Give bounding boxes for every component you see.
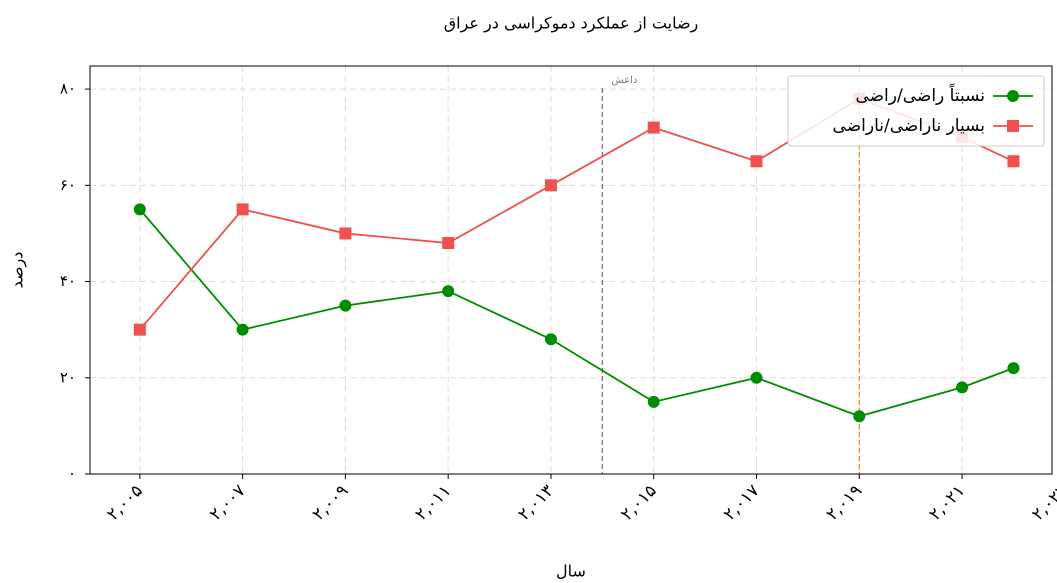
marker (647, 395, 660, 408)
marker (1007, 155, 1020, 168)
y-axis-label: درصد (8, 252, 28, 289)
marker (339, 227, 352, 240)
marker (339, 299, 352, 312)
y-tick-label: ۴۰ (60, 272, 76, 290)
y-tick-label: ۰ (68, 465, 76, 483)
legend-marker (1007, 90, 1019, 102)
marker (750, 371, 763, 384)
marker (133, 203, 146, 216)
y-tick-label: ۶۰ (60, 176, 76, 194)
marker (647, 121, 660, 134)
y-tick-label: ۸۰ (60, 80, 76, 98)
marker (1007, 362, 1020, 375)
marker (133, 323, 146, 336)
series-line (139, 208, 1014, 418)
x-tick-label: ۲,۰۲۳ (1028, 481, 1057, 525)
marker (236, 203, 249, 216)
reference-label: داعش (611, 75, 637, 86)
x-tick-label: ۲,۰۰۹ (309, 481, 353, 525)
marker (853, 410, 866, 423)
plot-frame (89, 65, 1053, 475)
chart-title: رضایت از عملکرد دموکراسی در عراق (444, 14, 699, 34)
x-tick-label: ۲,۰۱۹ (823, 481, 867, 525)
legend-label: نسبتاً راضی/راضی (855, 82, 985, 106)
y-tick-label: ۲۰ (60, 368, 76, 386)
marker (442, 237, 455, 250)
x-tick-label: ۲,۰۱۷ (720, 481, 764, 525)
legend-label: بسیار ناراضی/ناراضی (833, 116, 985, 136)
marker (750, 155, 763, 168)
marker (956, 381, 969, 394)
marker (442, 285, 455, 298)
x-tick-label: ۲,۰۰۷ (206, 481, 250, 525)
legend-box (787, 75, 1045, 147)
x-tick-label: ۲,۰۱۱ (411, 481, 455, 525)
marker (236, 323, 249, 336)
x-tick-label: ۲,۰۰۵ (103, 481, 147, 525)
x-tick-label: ۲,۰۱۳ (514, 481, 558, 525)
x-axis-label: سال (556, 562, 586, 581)
marker (544, 179, 557, 192)
x-tick-label: ۲,۰۱۵ (617, 481, 661, 525)
marker (544, 333, 557, 346)
x-tick-label: ۲,۰۲۱ (925, 481, 969, 525)
legend-marker (1007, 120, 1019, 132)
